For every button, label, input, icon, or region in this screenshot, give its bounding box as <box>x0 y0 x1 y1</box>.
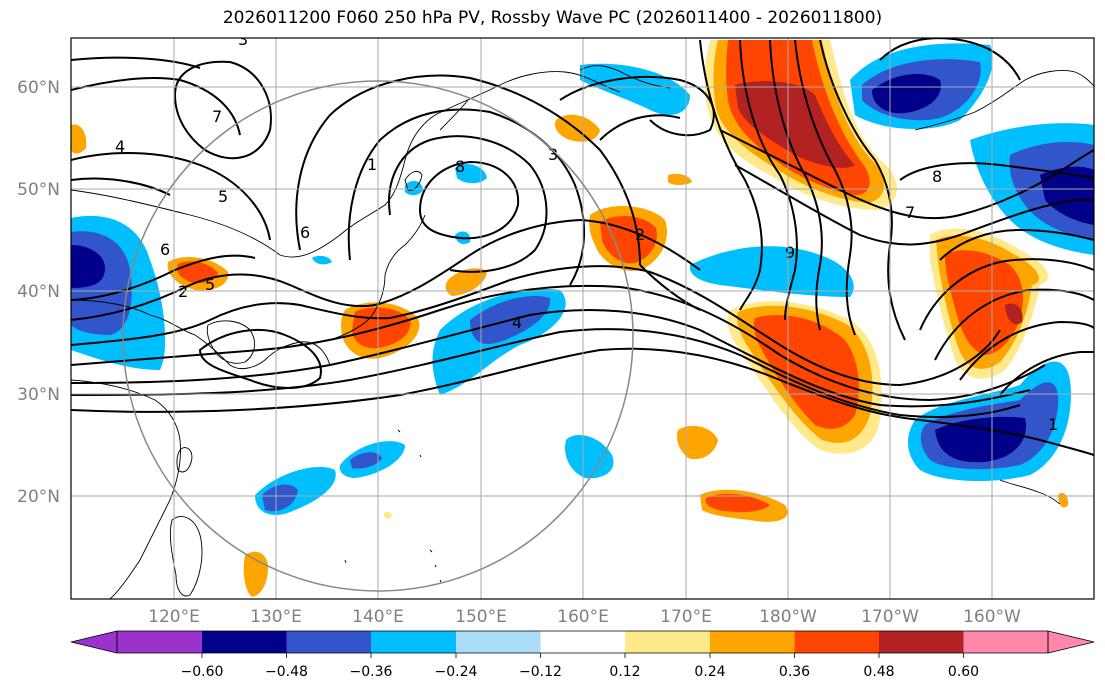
colorbar-segment <box>117 631 202 653</box>
colorbar-segment <box>286 631 371 653</box>
map-content: 3 4 5 6 7 8 1 2 4 5 6 7 8 1 2 3 9 <box>71 30 1094 599</box>
colorbar-tick-label: −0.36 <box>350 664 393 680</box>
colorbar-tick-label: 0.12 <box>609 664 640 680</box>
lon-tick-label: 150°E <box>455 607 507 627</box>
contour-label: 8 <box>932 167 942 186</box>
contour-label: 4 <box>115 137 125 156</box>
colorbar-segment <box>625 631 710 653</box>
contour-label: 2 <box>635 225 645 244</box>
contour-labels: 3 4 5 6 7 8 1 2 4 5 6 7 8 1 2 3 9 <box>115 30 1058 434</box>
colorbar-segment <box>202 631 287 653</box>
lat-axis: 60°N 50°N 40°N 30°N 20°N <box>17 78 60 507</box>
contour-label: 7 <box>212 107 222 126</box>
lon-tick-label: 160°W <box>963 607 1021 627</box>
map-frame <box>70 37 1095 600</box>
map-gridlines <box>71 38 1094 599</box>
lon-axis: 120°E 130°E 140°E 150°E 160°E 170°E 180°… <box>148 607 1021 627</box>
colorbar-tick-label: 0.24 <box>694 664 725 680</box>
colorbar-low-extend <box>70 630 118 654</box>
colorbar-segment <box>963 631 1048 653</box>
contour-label: 7 <box>905 203 915 222</box>
colorbar-segment <box>794 631 879 653</box>
lat-tick-label: 30°N <box>17 385 60 405</box>
colorbar-segment <box>710 631 795 653</box>
colorbar-tick-label: 0.36 <box>779 664 810 680</box>
contour-label: 6 <box>300 223 310 242</box>
colorbar-tick-label: −0.48 <box>265 664 308 680</box>
lat-tick-label: 60°N <box>17 78 60 98</box>
colorbar-tick-label: −0.24 <box>435 664 478 680</box>
lon-tick-label: 120°E <box>148 607 200 627</box>
colorbar-high-extend <box>1047 630 1095 654</box>
contour-label: 4 <box>512 313 522 332</box>
contour-label: 1 <box>1048 415 1058 434</box>
lon-tick-label: 170°E <box>660 607 712 627</box>
contour-label: 1 <box>367 155 377 174</box>
colorbar-tick-label: −0.60 <box>181 664 224 680</box>
colorbar-tick-label: 0.48 <box>863 664 894 680</box>
lon-tick-label: 170°W <box>861 607 919 627</box>
colorbar-tick-label: −0.12 <box>519 664 562 680</box>
lat-tick-label: 50°N <box>17 180 60 200</box>
contour-label: 6 <box>160 240 170 259</box>
colorbar-tick-label: 0.60 <box>948 664 979 680</box>
lat-tick-label: 40°N <box>17 282 60 302</box>
coastlines <box>71 65 1094 599</box>
lon-tick-label: 160°E <box>557 607 609 627</box>
contour-label: 5 <box>205 275 215 294</box>
lon-tick-label: 140°E <box>352 607 404 627</box>
lon-tick-label: 130°E <box>250 607 302 627</box>
lat-tick-label: 20°N <box>17 487 60 507</box>
contour-label: 8 <box>455 157 465 176</box>
positive-anomaly-shading <box>71 40 1069 597</box>
lon-tick-label: 180°W <box>759 607 817 627</box>
colorbar: −0.60 −0.48 −0.36 −0.24 −0.12 0.12 0.24 … <box>70 630 1095 680</box>
radius-circle <box>122 80 634 592</box>
colorbar-segment <box>879 631 964 653</box>
contour-label: 5 <box>218 187 228 206</box>
colorbar-segment <box>371 631 456 653</box>
contour-label: 3 <box>238 30 248 49</box>
colorbar-segment <box>540 631 625 653</box>
contour-label: 3 <box>548 145 558 164</box>
colorbar-segment <box>456 631 541 653</box>
map-title: 2026011200 F060 250 hPa PV, Rossby Wave … <box>222 8 883 28</box>
contour-label: 9 <box>785 243 795 262</box>
